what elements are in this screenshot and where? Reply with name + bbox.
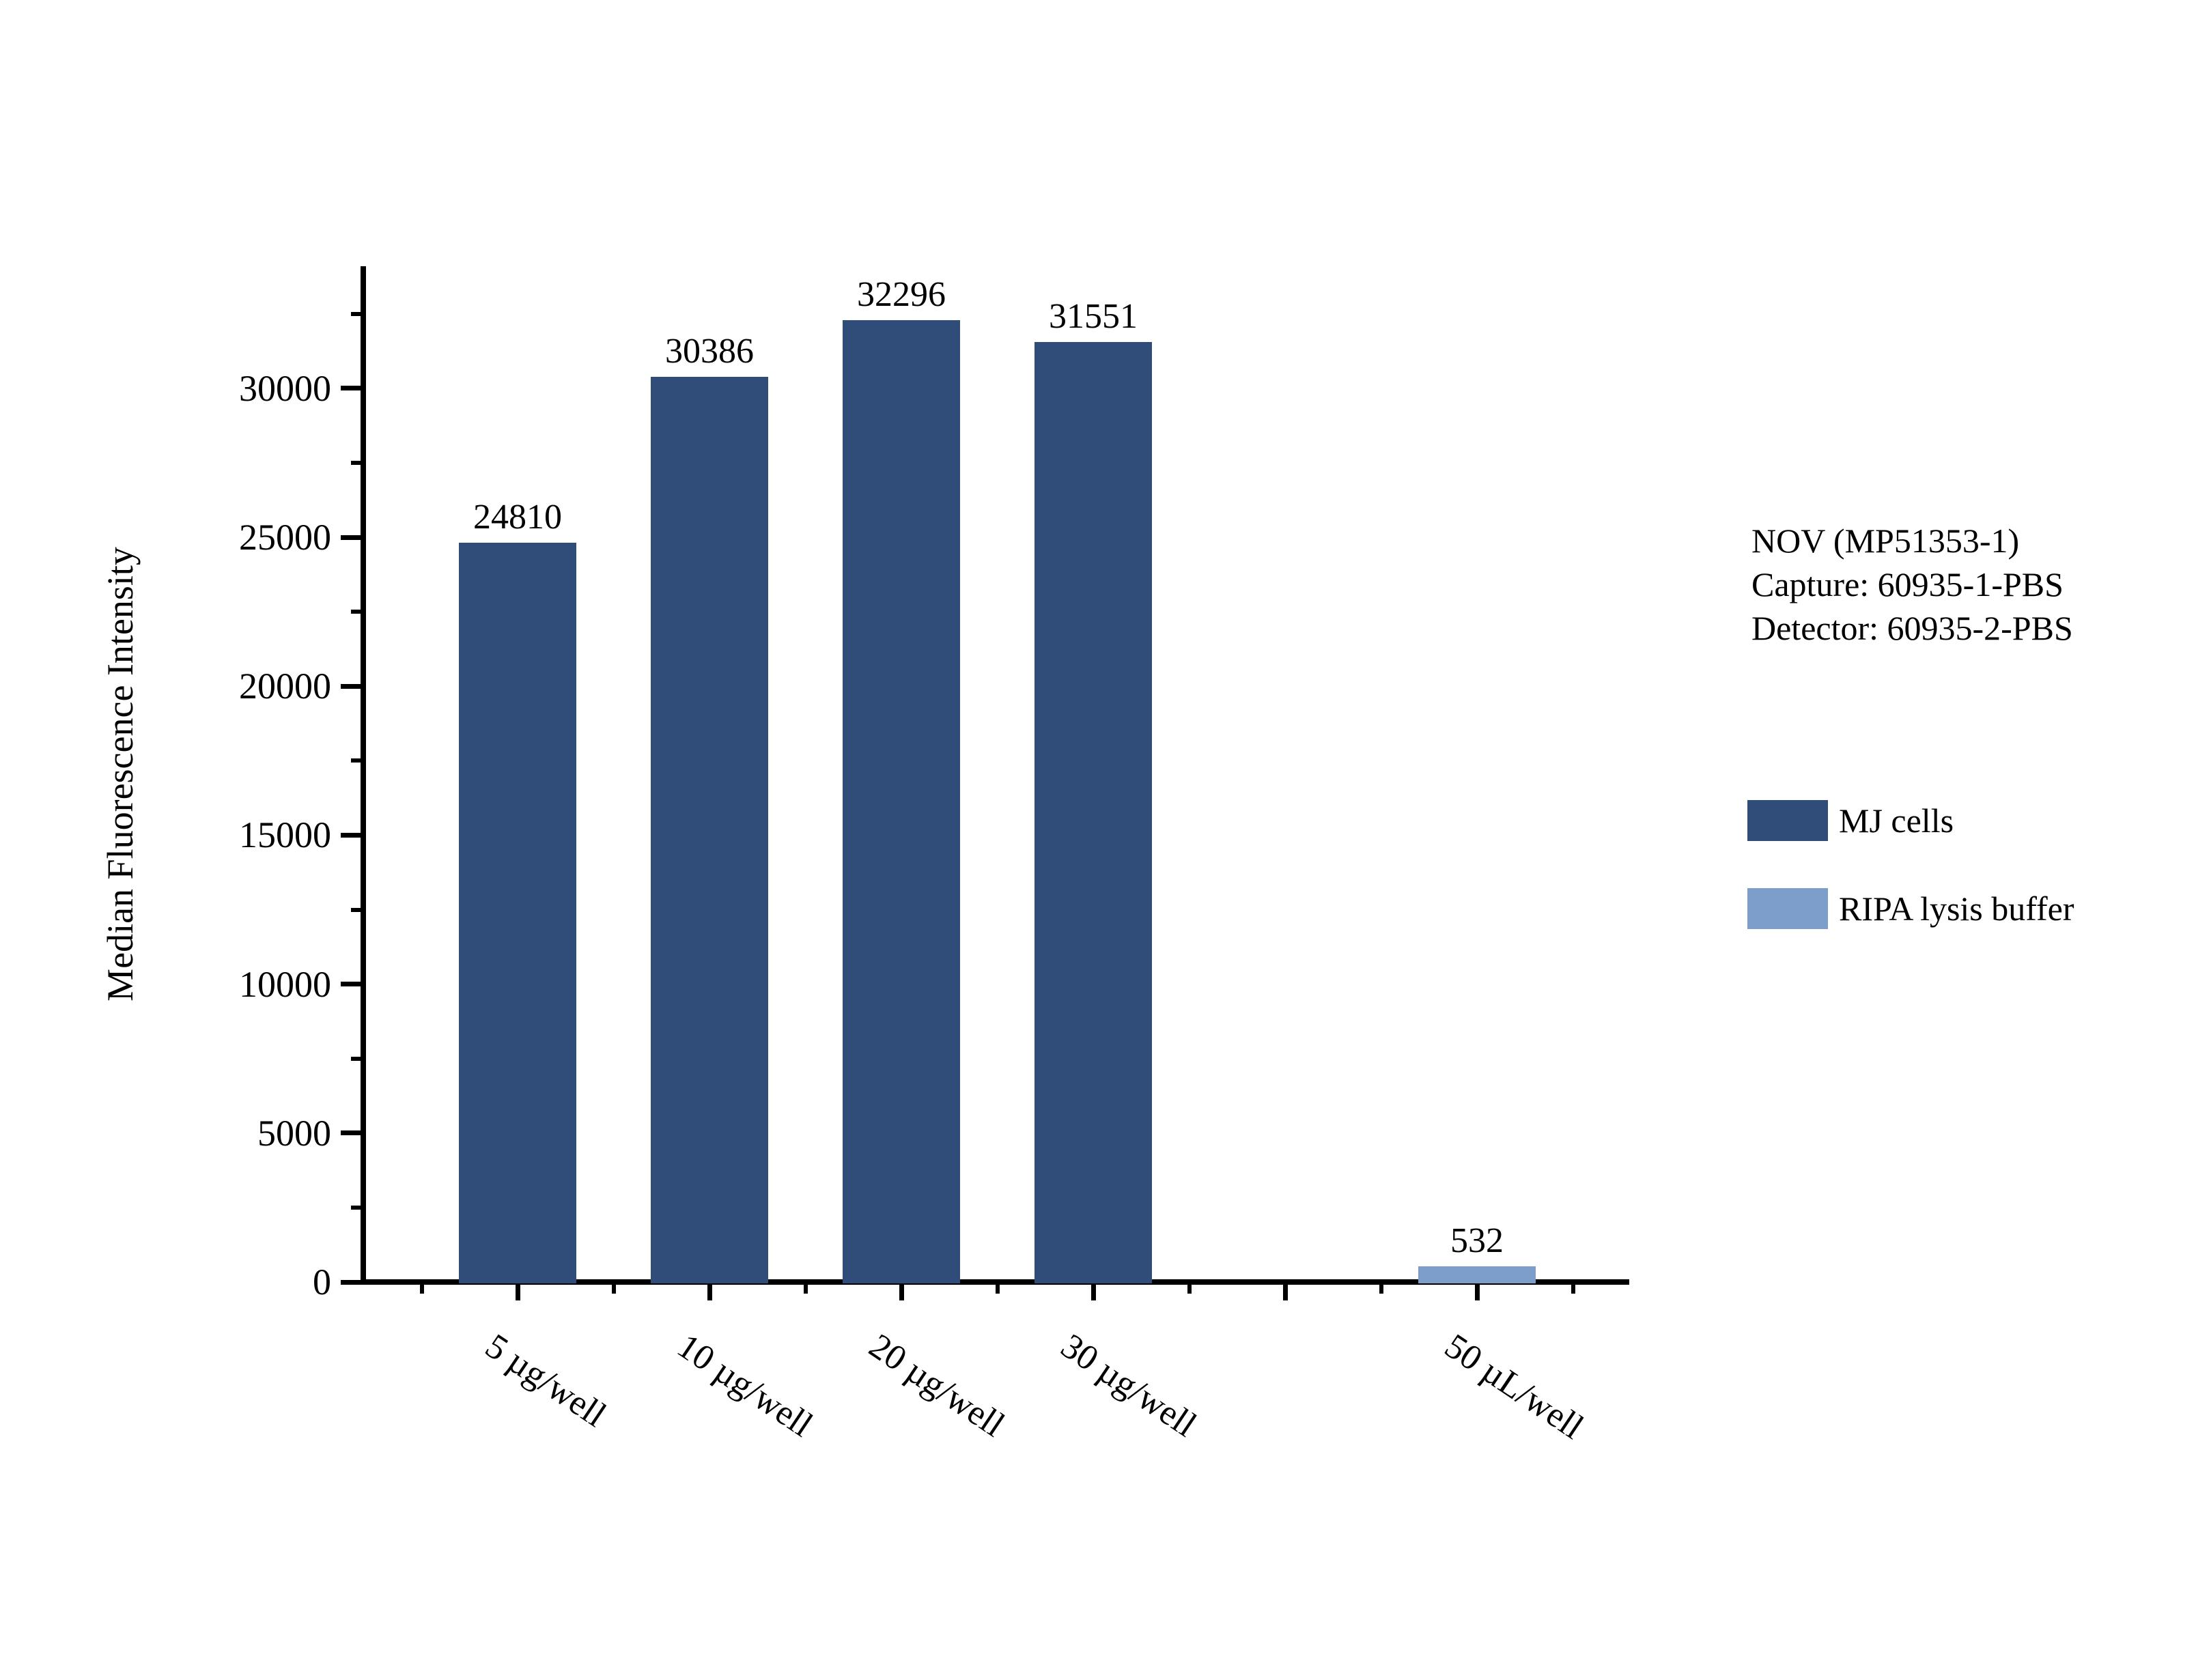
y-axis-minor-tick [351,311,361,316]
y-axis-major-tick [341,535,361,540]
y-axis-major-tick [341,982,361,987]
y-axis-tick-label: 0 [313,1262,331,1302]
y-axis-tick-label: 30000 [239,367,331,409]
x-axis-line [361,1279,1629,1285]
y-axis-major-tick [341,386,361,391]
x-axis-minor-tick [995,1285,1000,1294]
y-axis-minor-tick [351,461,361,465]
y-axis-major-tick [341,683,361,689]
y-axis-major-tick [341,832,361,838]
bar-value-label: 31551 [1049,297,1138,337]
y-axis-minor-tick [351,610,361,614]
x-axis-major-tick [899,1285,904,1300]
x-axis-minor-tick [1571,1285,1575,1294]
x-axis-minor-tick [803,1285,808,1294]
bar-20-g-well [843,319,960,1283]
x-axis-major-tick [1282,1285,1288,1300]
x-axis-category-label: 20 µg/well [862,1326,1012,1445]
legend-label-ripa-lysis-buffer: RIPA lysis buffer [1839,889,2074,928]
bar-5-g-well [459,543,576,1283]
legend-swatch-ripa-lysis-buffer [1747,888,1828,929]
y-axis-tick-label: 15000 [239,814,331,856]
x-axis-minor-tick [1379,1285,1383,1294]
bar-value-label: 24810 [473,498,562,537]
legend-item-mj-cells: MJ cells [1747,800,1954,841]
bar-50-l-well [1418,1266,1536,1283]
y-axis-minor-tick [351,758,361,763]
y-axis-tick-label: 20000 [239,666,331,707]
legend-swatch-mj-cells [1747,800,1828,841]
bar-30-g-well [1034,342,1152,1283]
x-axis-major-tick [707,1285,712,1300]
x-axis-minor-tick [419,1285,424,1294]
x-axis-category-label: 50 µL/well [1437,1326,1590,1447]
annotation-line-title: NOV (MP51353-1) [1751,522,2020,560]
x-axis-category-label: 10 µg/well [670,1326,820,1445]
annotation-line-capture: Capture: 60935-1-PBS [1751,565,2064,603]
x-axis-category-label: 30 µg/well [1054,1326,1204,1445]
y-axis-minor-tick [351,907,361,912]
x-axis-category-label: 5 µg/well [478,1326,613,1435]
y-axis-line [361,266,366,1285]
bar-value-label: 532 [1450,1221,1504,1260]
y-axis-tick-label: 10000 [239,963,331,1005]
annotation-block: NOV (MP51353-1) Capture: 60935-1-PBS Det… [1751,519,2073,650]
y-axis-tick-label: 5000 [257,1112,331,1154]
y-axis-minor-tick [351,1056,361,1061]
annotation-line-detector: Detector: 60935-2-PBS [1751,609,2073,647]
bar-value-label: 32296 [857,274,946,314]
bar-10-g-well [651,377,768,1283]
x-axis-major-tick [1090,1285,1096,1300]
bar-value-label: 30386 [665,332,754,371]
x-axis-major-tick [1474,1285,1480,1300]
y-axis-major-tick [341,1130,361,1136]
y-axis-minor-tick [351,1205,361,1210]
x-axis-minor-tick [1187,1285,1192,1294]
y-axis-tick-label: 25000 [239,517,331,558]
x-axis-minor-tick [611,1285,616,1294]
legend-label-mj-cells: MJ cells [1839,801,1954,840]
x-axis-major-tick [515,1285,520,1300]
legend-item-ripa-lysis-buffer: RIPA lysis buffer [1747,888,2074,929]
y-axis-major-tick [341,1279,361,1285]
